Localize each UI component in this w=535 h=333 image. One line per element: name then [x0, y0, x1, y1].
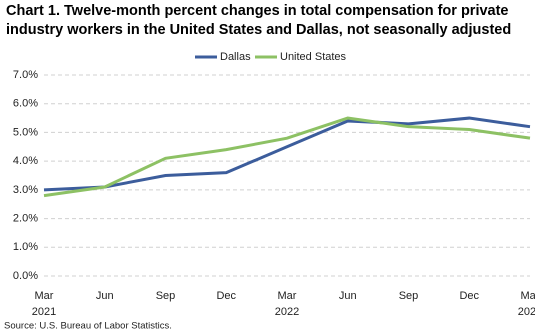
- y-tick-label: 6.0%: [13, 98, 38, 110]
- x-tick-label: Jun: [96, 290, 114, 302]
- x-tick-label: Sep: [399, 290, 419, 302]
- x-tick-label: Mar 2022: [275, 290, 299, 318]
- series-line: [43, 116, 531, 192]
- x-tick-label: Dec: [459, 290, 479, 302]
- y-tick-label: 4.0%: [13, 155, 38, 167]
- y-tick-label: 3.0%: [13, 184, 38, 196]
- legend-label: Dallas: [220, 51, 251, 63]
- x-tick-label: Jun: [339, 290, 357, 302]
- y-tick-label: 5.0%: [13, 126, 38, 138]
- y-tick-label: 1.0%: [13, 241, 38, 253]
- x-tick-label: Mar2023: [518, 290, 535, 318]
- chart-title: Chart 1. Twelve-month percent changes in…: [6, 3, 512, 38]
- x-tick-label: Mar 2021: [32, 290, 56, 318]
- x-tick-label: Sep: [156, 290, 176, 302]
- y-tick-label: 7.0%: [13, 69, 38, 81]
- source-note: Source: U.S. Bureau of Labor Statistics.: [4, 321, 172, 332]
- y-tick-label: 2.0%: [13, 212, 38, 224]
- series-line: [43, 116, 531, 198]
- x-tick-label: Dec: [216, 290, 236, 302]
- y-tick-label: 0.0%: [13, 270, 38, 282]
- legend-label: United States: [280, 51, 347, 63]
